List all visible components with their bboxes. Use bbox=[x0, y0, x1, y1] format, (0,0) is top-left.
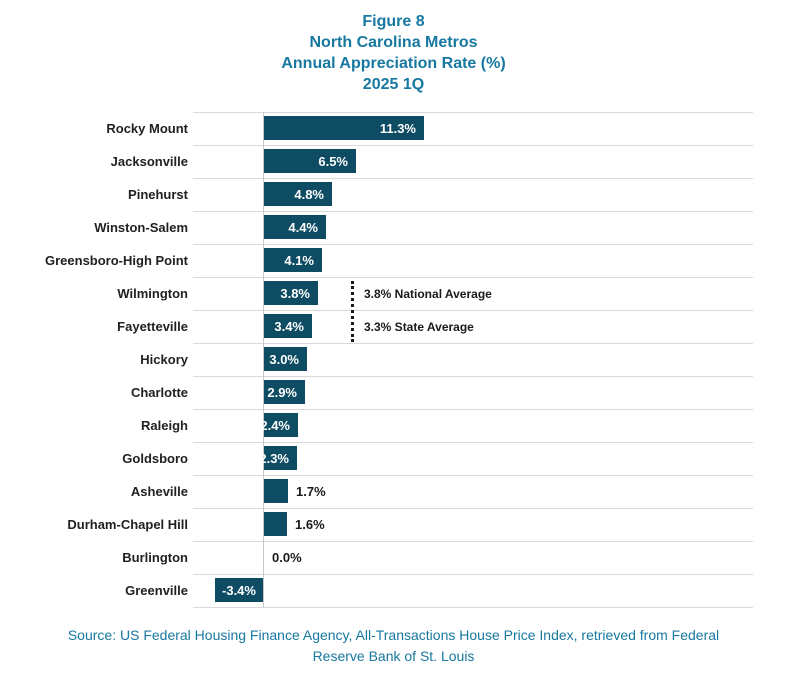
gridline bbox=[193, 343, 753, 344]
bar bbox=[264, 215, 326, 239]
gridline bbox=[193, 475, 753, 476]
category-label: Hickory bbox=[140, 352, 188, 367]
gridline bbox=[193, 541, 753, 542]
bar bbox=[264, 446, 297, 470]
bar bbox=[264, 116, 424, 140]
value-label: 2.4% bbox=[260, 418, 290, 433]
value-label: 11.3% bbox=[379, 121, 416, 136]
category-label: Pinehurst bbox=[128, 187, 188, 202]
value-label: 1.6% bbox=[295, 517, 325, 532]
bar bbox=[264, 248, 322, 272]
gridline bbox=[193, 409, 753, 410]
category-label: Greenville bbox=[125, 583, 188, 598]
category-label: Greensboro-High Point bbox=[45, 253, 188, 268]
category-label: Jacksonville bbox=[110, 154, 188, 169]
value-label: 6.5% bbox=[318, 154, 348, 169]
gridline bbox=[193, 178, 753, 179]
annotation-text: 3.3% State Average bbox=[364, 319, 474, 334]
category-label: Wilmington bbox=[117, 286, 188, 301]
title-line-period: 2025 1Q bbox=[362, 76, 425, 93]
chart: Rocky Mount 11.3% Jacksonville 6.5% Pinehurs… bbox=[0, 112, 787, 608]
gridline bbox=[193, 310, 753, 311]
bar bbox=[264, 314, 312, 338]
value-label: 1.7% bbox=[296, 484, 326, 499]
title-line-figure-number: Figure 8 bbox=[362, 13, 425, 30]
title-line-region: North Carolina Metros bbox=[309, 34, 478, 51]
category-label: Raleigh bbox=[141, 418, 188, 433]
category-label: Asheville bbox=[130, 484, 188, 499]
value-label: 3.0% bbox=[269, 352, 299, 367]
category-label: Goldsboro bbox=[122, 451, 188, 466]
bar bbox=[264, 182, 332, 206]
bar bbox=[264, 512, 287, 536]
source-note: Source: US Federal Housing Finance Agenc… bbox=[0, 625, 787, 667]
value-label: -3.4% bbox=[222, 583, 256, 598]
value-label: 3.8% bbox=[280, 286, 310, 301]
value-label: 4.4% bbox=[288, 220, 318, 235]
category-label: Charlotte bbox=[130, 385, 188, 400]
gridline bbox=[193, 508, 753, 509]
category-label: Rocky Mount bbox=[106, 121, 188, 136]
bar bbox=[215, 578, 263, 602]
gridline bbox=[193, 112, 753, 113]
value-label: 4.1% bbox=[284, 253, 314, 268]
gridline bbox=[193, 442, 753, 443]
gridline bbox=[193, 376, 753, 377]
category-label: Winston-Salem bbox=[94, 220, 188, 235]
gridline bbox=[193, 145, 753, 146]
gridline bbox=[193, 607, 753, 608]
bar bbox=[264, 413, 298, 437]
bar bbox=[264, 281, 318, 305]
source-line-2: Reserve Bank of St. Louis bbox=[312, 648, 475, 664]
axis-line bbox=[263, 112, 264, 607]
source-line-1: Source: US Federal Housing Finance Agenc… bbox=[67, 627, 720, 643]
dotted-reference-line bbox=[351, 281, 354, 342]
category-label: Burlington bbox=[122, 550, 188, 565]
gridline bbox=[193, 277, 753, 278]
gridline bbox=[193, 574, 753, 575]
category-label: Fayetteville bbox=[117, 319, 188, 334]
value-label: 2.3% bbox=[259, 451, 289, 466]
value-label: 0.0% bbox=[272, 550, 302, 565]
bar bbox=[264, 479, 288, 503]
value-label: 2.9% bbox=[267, 385, 297, 400]
bar bbox=[264, 149, 356, 173]
annotation-text: 3.8% National Average bbox=[364, 286, 492, 301]
bar bbox=[264, 380, 305, 404]
value-label: 3.4% bbox=[274, 319, 304, 334]
value-label: 4.8% bbox=[294, 187, 324, 202]
category-label: Durham-Chapel Hill bbox=[67, 517, 188, 532]
chart-title: Figure 8 North Carolina Metros Annual Ap… bbox=[0, 11, 787, 95]
gridline bbox=[193, 244, 753, 245]
gridline bbox=[193, 211, 753, 212]
bar bbox=[264, 347, 307, 371]
title-line-metric: Annual Appreciation Rate (%) bbox=[281, 55, 506, 72]
